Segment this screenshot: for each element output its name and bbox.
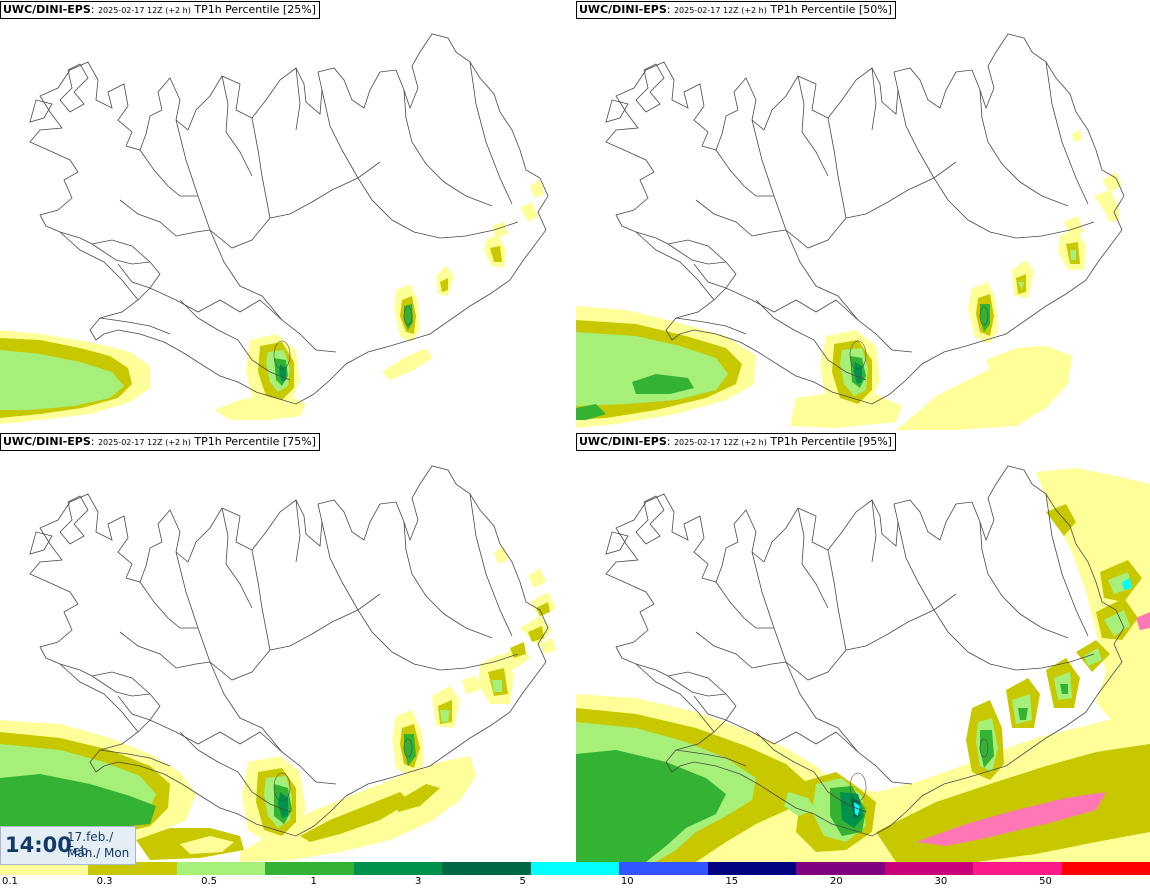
legend-tick-label: 30 (934, 876, 948, 887)
precipitation-map-p75 (0, 465, 556, 862)
legend-tick-label: 1 (310, 876, 317, 887)
legend-tick-label: 50 (1039, 876, 1052, 887)
legend-tick-label: 20 (829, 876, 843, 887)
precipitation-map-p50 (576, 33, 1125, 430)
legend-swatch (796, 862, 885, 875)
legend-swatch (973, 862, 1062, 875)
legend-swatch (530, 862, 620, 875)
panel-title: UWC/DINI-EPS: 2025-02-17 12Z (+2 h) TP1h… (0, 433, 320, 451)
panel-title: UWC/DINI-EPS: 2025-02-17 12Z (+2 h) TP1h… (576, 1, 896, 19)
legend-swatch (1061, 862, 1150, 875)
legend-tick-label: 0.1 (2, 876, 18, 887)
map-panel-p75: UWC/DINI-EPS: 2025-02-17 12Z (+2 h) TP1h… (0, 432, 574, 862)
precip-legend-bar (0, 862, 1150, 875)
legend-tick-label: 0.3 (96, 876, 113, 887)
legend-swatch (0, 862, 89, 875)
legend-tick-label: 15 (725, 876, 739, 887)
map-panel-p95: UWC/DINI-EPS: 2025-02-17 12Z (+2 h) TP1h… (576, 432, 1150, 862)
legend-swatch (884, 862, 974, 875)
legend-swatch (88, 862, 177, 875)
legend-tick-label: 5 (519, 876, 526, 887)
legend-tick-label: 0.5 (201, 876, 218, 887)
panel-title: UWC/DINI-EPS: 2025-02-17 12Z (+2 h) TP1h… (576, 433, 896, 451)
valid-date: 17.feb./ Feb (67, 830, 114, 858)
valid-weekday: Mán./ Mon (67, 846, 130, 860)
legend-tick-label: 3 (414, 876, 422, 887)
panel-title: UWC/DINI-EPS: 2025-02-17 12Z (+2 h) TP1h… (0, 1, 320, 19)
legend-swatch (353, 862, 443, 875)
legend-swatch (707, 862, 797, 875)
valid-time-box: 14:00 17.feb./ Feb Mán./ Mon (0, 826, 136, 865)
precipitation-map-p95 (576, 465, 1150, 862)
valid-time-clock: 14:00 (5, 833, 72, 857)
legend-tick-label: 10 (620, 876, 634, 887)
precipitation-map-p25 (0, 33, 549, 424)
legend-swatch (619, 862, 708, 875)
map-panel-p50: UWC/DINI-EPS: 2025-02-17 12Z (+2 h) TP1h… (576, 0, 1150, 430)
legend-swatch (442, 862, 531, 875)
precip-legend-ticks: 0.1 0.3 0.5 1 3 5 10 15 20 30 50 (0, 876, 1150, 890)
legend-swatch (176, 862, 266, 875)
legend-swatch (265, 862, 354, 875)
map-panel-p25: UWC/DINI-EPS: 2025-02-17 12Z (+2 h) TP1h… (0, 0, 574, 430)
